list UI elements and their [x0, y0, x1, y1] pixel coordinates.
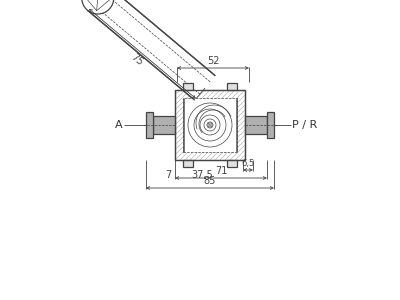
Text: 71: 71: [215, 166, 227, 176]
Text: P / R: P / R: [292, 120, 317, 130]
Polygon shape: [88, 0, 215, 100]
Bar: [175, 90, 245, 160]
Circle shape: [209, 124, 211, 126]
Bar: [183, 83, 193, 90]
Circle shape: [82, 0, 114, 14]
Bar: [245, 116, 267, 134]
Text: A: A: [115, 120, 123, 130]
Text: 37,5: 37,5: [191, 170, 213, 180]
Bar: [146, 112, 153, 138]
Text: 52: 52: [207, 56, 219, 66]
Bar: [183, 160, 193, 167]
Bar: [183, 98, 237, 152]
Bar: [267, 112, 274, 138]
Text: 7: 7: [165, 170, 171, 180]
Bar: [227, 160, 237, 167]
Text: 6,5: 6,5: [241, 159, 255, 168]
Bar: [153, 116, 175, 134]
Text: 85: 85: [204, 176, 216, 186]
Bar: [175, 90, 245, 160]
Text: 75: 75: [129, 52, 145, 68]
Bar: [227, 83, 237, 90]
